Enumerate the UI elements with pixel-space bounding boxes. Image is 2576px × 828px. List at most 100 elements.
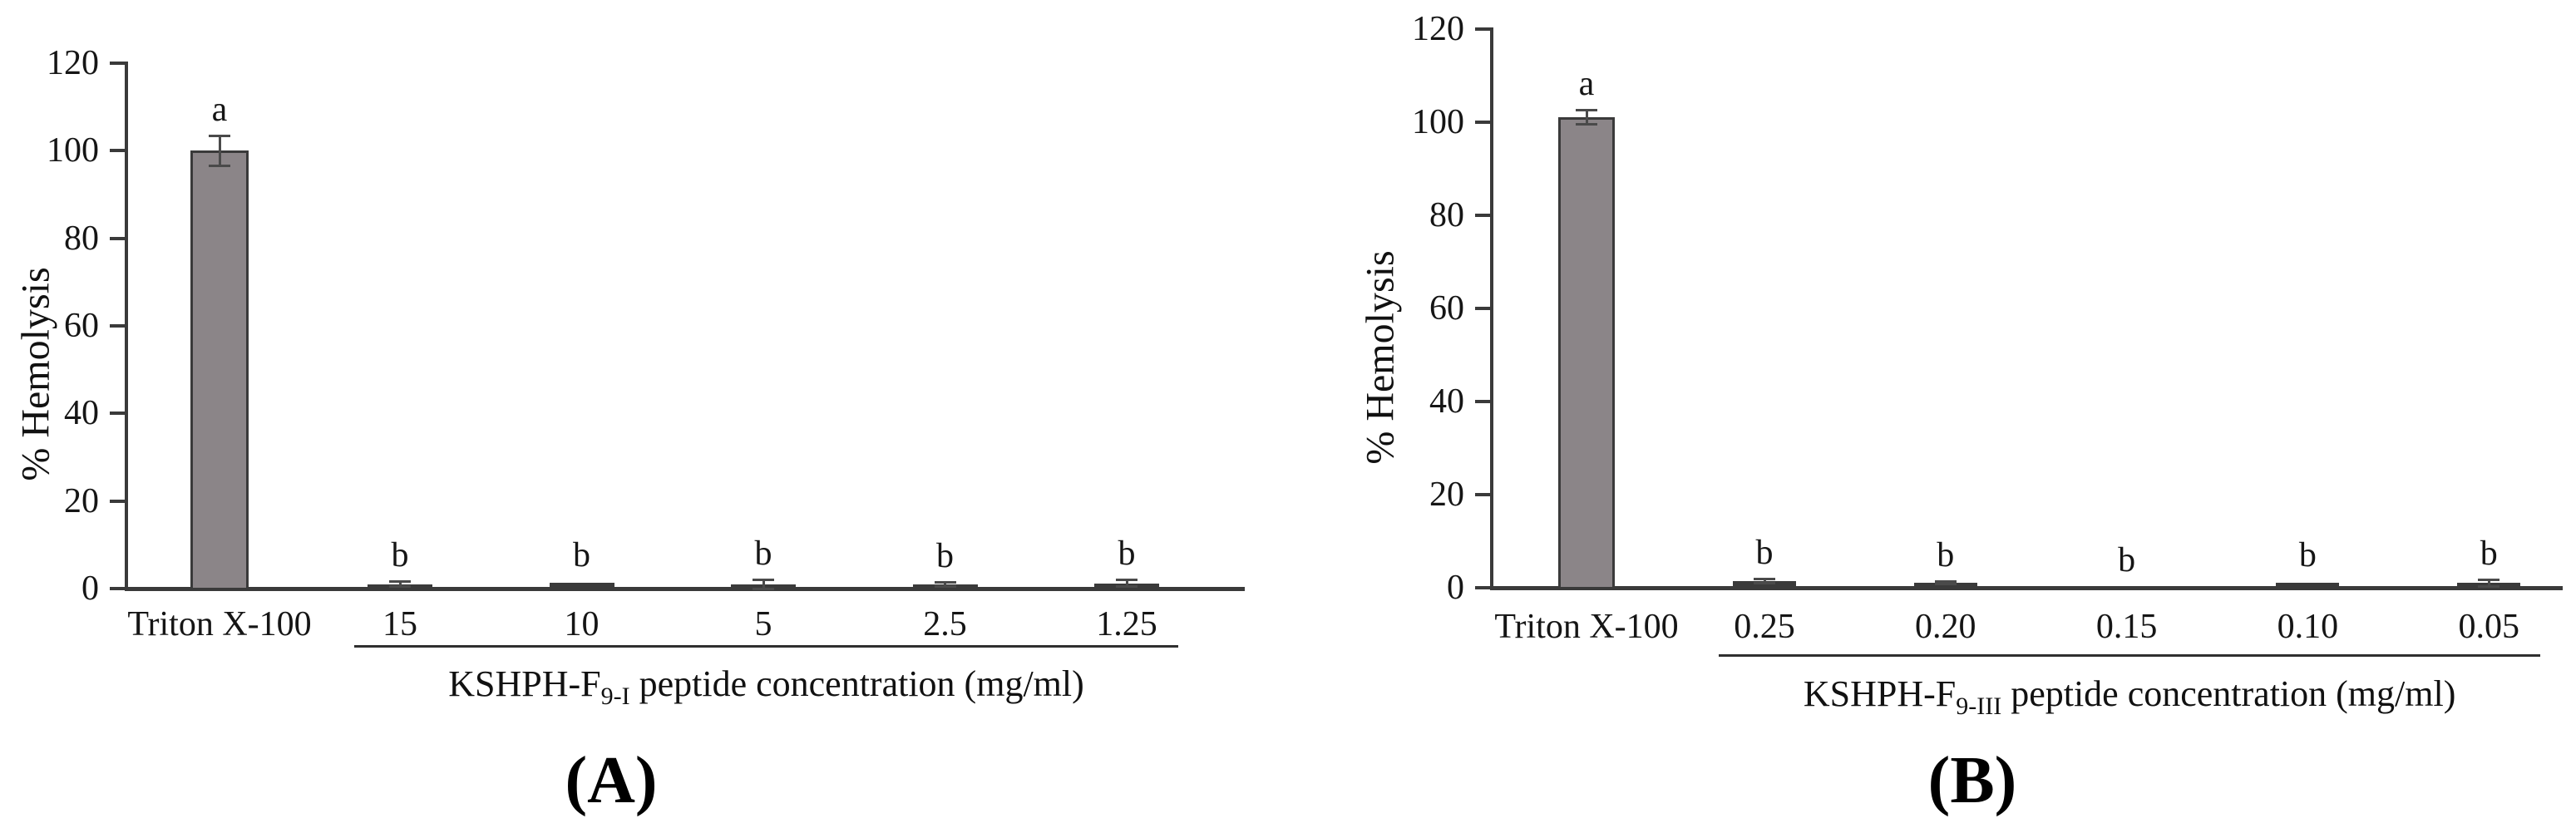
y-tick	[1475, 27, 1493, 31]
error-bar	[1585, 110, 1588, 126]
y-tick	[110, 412, 127, 416]
bar	[1558, 117, 1615, 589]
error-bar-cap-bottom	[389, 585, 411, 589]
y-tick	[110, 499, 127, 503]
error-bar-cap-bottom	[1576, 123, 1597, 126]
sig-letter: b	[391, 536, 409, 575]
y-tick-label: 120	[1412, 10, 1464, 48]
y-tick	[1475, 214, 1493, 217]
error-bar-cap-bottom	[2478, 584, 2500, 588]
sig-letter: b	[1755, 534, 1774, 573]
sig-letter: b	[2118, 541, 2136, 579]
y-tick-label: 20	[1429, 476, 1464, 514]
error-bar-cap-top	[1934, 579, 1957, 583]
bar	[190, 150, 249, 590]
x-tick-label: Triton X-100	[127, 605, 312, 643]
y-tick-label: 100	[1412, 103, 1464, 141]
y-tick	[1475, 493, 1493, 496]
error-bar-cap-top	[389, 580, 411, 584]
x-tick-label: 0.15	[2095, 608, 2158, 646]
error-bar	[2487, 579, 2490, 587]
x-tick-label: 15	[382, 605, 417, 643]
bar	[2276, 582, 2340, 589]
error-bar-cap-bottom	[1934, 583, 1957, 586]
sig-letter: b	[754, 534, 772, 573]
error-bar	[1944, 580, 1947, 585]
x-tick-label: 0.10	[2277, 608, 2339, 646]
x-tick-label: 0.25	[1734, 608, 1795, 646]
x-axis-title-prefix: KSHPH-F	[448, 663, 601, 704]
error-bar	[1763, 579, 1766, 584]
error-bar-cap-top	[1116, 578, 1137, 581]
y-tick	[110, 236, 127, 240]
error-bar-cap-bottom	[1754, 581, 1775, 584]
sig-letter: b	[2298, 535, 2317, 574]
error-bar	[1125, 579, 1128, 588]
sig-letter: b	[1937, 535, 1955, 574]
sig-letter: b	[1118, 534, 1136, 573]
bar	[549, 583, 614, 590]
panel-label-A: (A)	[565, 744, 658, 817]
x-tick-label: 2.5	[923, 605, 967, 643]
x-tick-label: Triton X-100	[1494, 608, 1679, 646]
y-tick-label: 80	[64, 219, 99, 258]
y-tick	[110, 149, 127, 153]
error-bar-cap-top	[1576, 109, 1597, 112]
x-axis-title-suffix: peptide concentration (mg/ml)	[629, 663, 1084, 704]
x-axis-title-suffix: peptide concentration (mg/ml)	[2001, 673, 2456, 714]
y-tick-label: 100	[47, 131, 99, 170]
sig-letter: b	[573, 536, 590, 575]
group-underline	[354, 645, 1178, 648]
x-tick-label: 10	[564, 605, 600, 643]
y-tick-label: 80	[1429, 196, 1464, 234]
sig-letter: b	[936, 537, 954, 576]
x-axis-title: KSHPH-F9-I peptide concentration (mg/ml)	[185, 663, 1349, 711]
y-axis-title: % Hemolysis	[1358, 250, 1403, 465]
y-tick	[1475, 586, 1493, 589]
x-axis-title-subscript: 9-I	[600, 683, 630, 710]
bar	[1913, 582, 1977, 589]
error-bar-cap-top	[934, 581, 956, 584]
y-axis-title: % Hemolysis	[13, 267, 58, 481]
x-tick-label: 1.25	[1096, 605, 1157, 643]
x-axis-title-subscript: 9-III	[1956, 692, 2002, 720]
bar	[1733, 581, 1796, 589]
error-bar-cap-top	[753, 578, 774, 581]
x-tick-label: 0.05	[2458, 608, 2519, 646]
error-bar-cap-bottom	[1116, 585, 1137, 589]
y-tick	[110, 587, 127, 590]
y-tick-label: 120	[47, 44, 99, 82]
y-tick-label: 60	[1429, 289, 1464, 328]
sig-letter: a	[211, 90, 228, 129]
x-axis-title: KSHPH-F9-III peptide concentration (mg/m…	[1547, 673, 2576, 721]
sig-letter: b	[2480, 534, 2498, 573]
panel-label-B: (B)	[1927, 744, 2017, 817]
y-tick	[110, 62, 127, 65]
y-tick	[1475, 400, 1493, 403]
y-tick	[110, 324, 127, 328]
x-tick-label: 0.20	[1915, 608, 1976, 646]
x-axis-title-prefix: KSHPH-F	[1803, 673, 1957, 714]
sig-letter: a	[1578, 65, 1595, 104]
error-bar-cap-top	[209, 134, 230, 137]
error-bar	[762, 579, 765, 590]
x-tick-label: 5	[754, 605, 772, 643]
y-tick-label: 0	[1447, 569, 1464, 607]
error-bar-cap-top	[1754, 578, 1775, 581]
group-underline	[1719, 654, 2541, 657]
error-bar-cap-top	[2478, 578, 2500, 581]
error-bar-cap-bottom	[934, 584, 956, 588]
y-tick-label: 0	[81, 569, 99, 608]
error-bar-cap-bottom	[753, 588, 774, 591]
y-tick-label: 60	[64, 307, 99, 345]
y-tick-label: 40	[1429, 382, 1464, 421]
error-bar	[218, 135, 221, 166]
error-bar	[398, 581, 402, 588]
y-tick	[1475, 307, 1493, 310]
x-axis-line	[1490, 586, 2563, 590]
y-tick-label: 20	[64, 481, 99, 520]
y-tick-label: 40	[64, 394, 99, 433]
error-bar	[944, 582, 946, 587]
y-tick	[1475, 121, 1493, 124]
